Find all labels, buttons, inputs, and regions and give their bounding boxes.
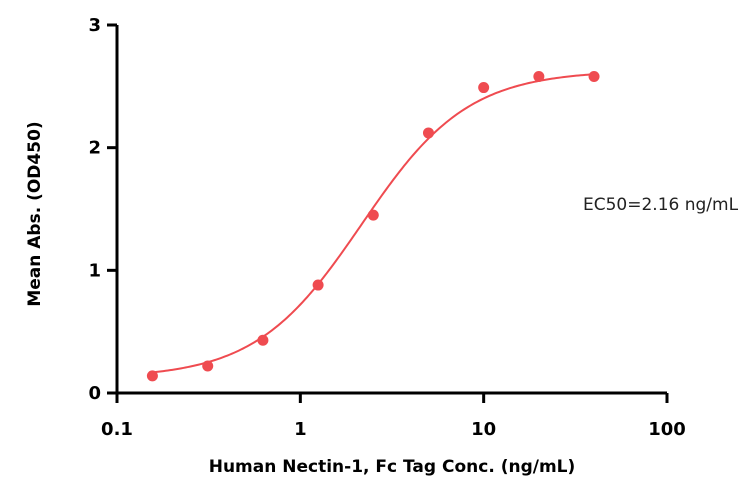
data-point: [588, 71, 600, 83]
data-point: [533, 71, 545, 83]
x-tick-label: 10: [471, 419, 496, 440]
data-point: [478, 82, 490, 94]
axes: [115, 25, 667, 395]
ec50-annotation: EC50=2.16 ng/mL: [583, 195, 739, 215]
data-point: [202, 360, 214, 372]
fit-curve: [152, 73, 595, 374]
y-tick-label: 2: [88, 138, 101, 159]
y-tick-label: 0: [88, 383, 101, 404]
y-ticks: 0 1 2 3: [88, 15, 117, 404]
y-tick-label: 3: [88, 15, 101, 36]
x-axis-title: Human Nectin-1, Fc Tag Conc. (ng/mL): [209, 457, 576, 477]
x-tick-label: 1: [294, 419, 307, 440]
x-tick-label: 0.1: [101, 419, 133, 440]
data-point: [257, 334, 269, 346]
data-points: [146, 71, 600, 382]
data-point: [146, 370, 158, 382]
x-tick-label: 100: [648, 419, 686, 440]
data-point: [312, 279, 324, 291]
data-point: [367, 209, 379, 221]
x-ticks: 0.1 1 10 100: [101, 393, 686, 440]
y-tick-label: 1: [88, 260, 101, 281]
y-axis-title: Mean Abs. (OD450): [25, 121, 45, 306]
data-point: [422, 127, 434, 139]
